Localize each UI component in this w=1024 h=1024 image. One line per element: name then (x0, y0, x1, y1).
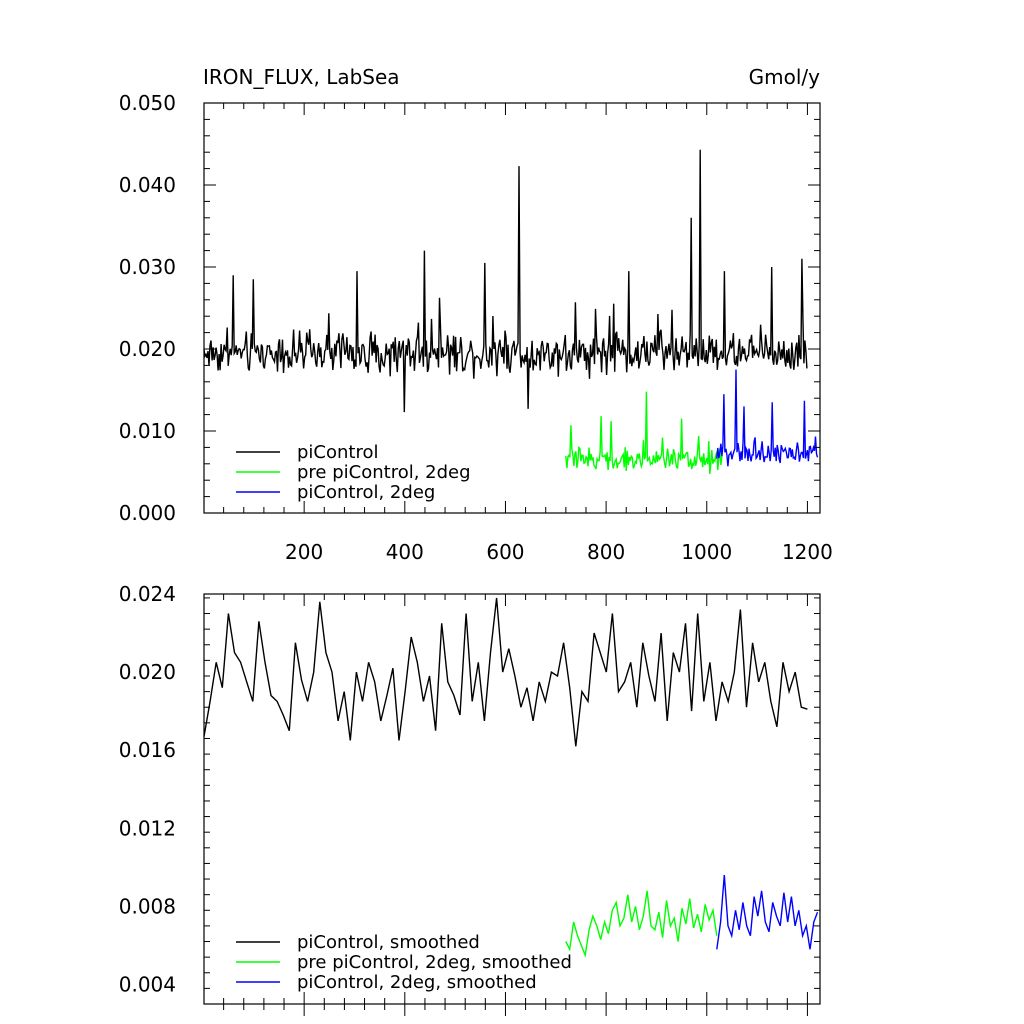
series-line-1 (203, 149, 808, 413)
legend-label-2: pre piControl, 2deg (297, 462, 471, 483)
y-tick-label: 0.040 (119, 173, 176, 197)
series-line-2 (565, 890, 718, 958)
series-line-3 (716, 369, 819, 467)
x-tick-label: 600 (486, 540, 524, 564)
series-line-3 (716, 875, 819, 950)
top-panel: IRON_FLUX, LabSea Gmol/y 0.000 0.010 0.020… (119, 65, 833, 564)
y-tick-label: 0.016 (119, 738, 176, 762)
y-tick-label: 0.012 (119, 816, 176, 840)
top-panel-ticks: 0.000 0.010 0.020 0.030 0.040 0.050 200 400 600 8… (119, 91, 833, 564)
bottom-panel: 0.004 0.008 0.012 0.016 0.020 0.024 piControl… (119, 582, 821, 1016)
top-panel-frame (203, 102, 821, 514)
y-tick-label: 0.000 (119, 501, 176, 525)
x-tick-label: 1000 (681, 540, 732, 564)
y-tick-label: 0.050 (119, 91, 176, 115)
legend-label-2: pre piControl, 2deg, smoothed (297, 952, 572, 973)
y-tick-label: 0.008 (119, 894, 176, 918)
x-tick-label: 1200 (782, 540, 833, 564)
y-tick-label: 0.010 (119, 419, 176, 443)
x-tick-label: 400 (386, 540, 424, 564)
top-panel-title: IRON_FLUX, LabSea (203, 65, 400, 89)
legend-label-3: piControl, 2deg (297, 482, 435, 503)
top-panel-units: Gmol/y (749, 65, 821, 89)
x-tick-label: 200 (285, 540, 323, 564)
legend-label-1: piControl (297, 442, 379, 463)
bottom-panel-ticks: 0.004 0.008 0.012 0.016 0.020 0.024 (119, 582, 820, 1016)
legend-label-3: piControl, 2deg, smoothed (297, 972, 537, 993)
y-tick-label: 0.024 (119, 582, 176, 606)
y-tick-label: 0.020 (119, 337, 176, 361)
bottom-panel-frame (203, 593, 821, 1005)
legend-label-1: piControl, smoothed (297, 932, 480, 953)
x-tick-label: 800 (587, 540, 625, 564)
bottom-panel-series (203, 597, 819, 958)
series-line-2 (565, 391, 723, 474)
top-panel-series (203, 149, 819, 474)
y-tick-label: 0.004 (119, 972, 176, 996)
y-tick-label: 0.030 (119, 255, 176, 279)
series-line-1 (203, 597, 808, 747)
y-tick-label: 0.020 (119, 660, 176, 684)
